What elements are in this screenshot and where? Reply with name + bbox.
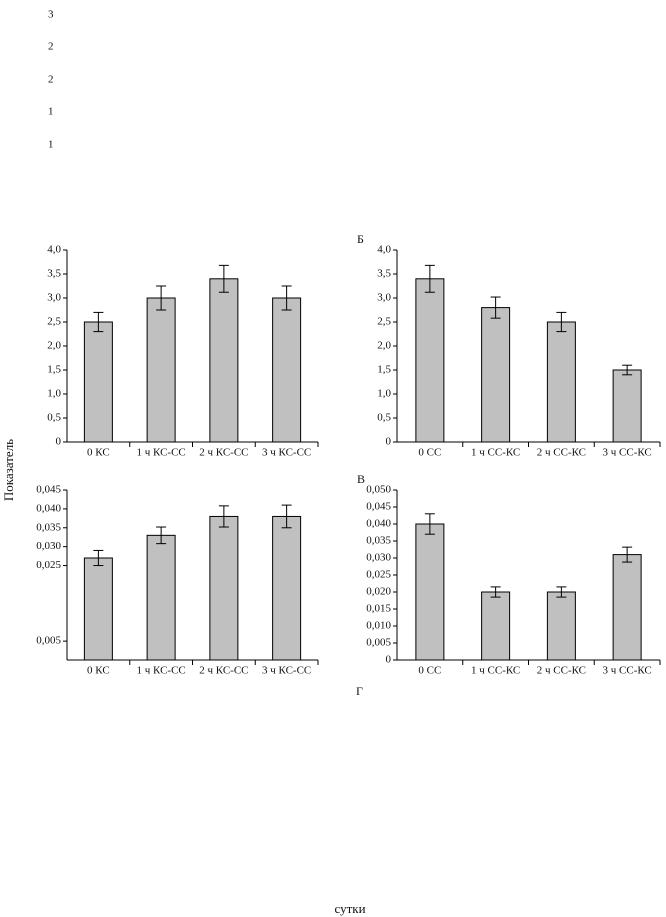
x-tick-label: 3 ч КС-СС — [262, 447, 311, 459]
y-tick-label: 2,0 — [47, 340, 61, 352]
y-tick-label: 0,045 — [366, 501, 391, 513]
bar — [481, 307, 511, 443]
bar — [146, 297, 176, 443]
y-tick-label: 3,5 — [377, 268, 391, 280]
y-tick-label: 0,025 — [366, 569, 391, 581]
x-tick-label: 0 СС — [418, 665, 441, 677]
panel-label: В — [357, 472, 365, 486]
y-tick-label: 4,0 — [377, 244, 391, 256]
bar — [415, 523, 445, 661]
x-tick-label: 2 ч СС-КС — [537, 665, 586, 677]
y-tick-label: 0,010 — [366, 620, 391, 632]
y-axis-label: Показатель — [1, 439, 16, 501]
y-tick-label: 0 — [386, 436, 392, 448]
bar — [546, 591, 576, 661]
x-tick-label: 3 ч СС-КС — [602, 665, 651, 677]
y-tick-label: 1,5 — [47, 364, 61, 376]
x-tick-label: 1 ч КС-СС — [136, 447, 185, 459]
x-tick-label: 3 ч КС-СС — [262, 665, 311, 677]
fragment-label: 1 — [48, 139, 54, 151]
y-tick-label: 2,5 — [377, 316, 391, 328]
y-tick-label: 0,050 — [366, 484, 391, 496]
x-tick-label: 2 ч КС-СС — [199, 447, 248, 459]
x-tick-label: 0 КС — [87, 665, 110, 677]
y-tick-label: 0,015 — [366, 603, 391, 615]
fragment-label: 3 — [48, 9, 54, 21]
bar — [546, 321, 576, 443]
y-tick-label: 0,5 — [47, 412, 61, 424]
panel-label: Г — [356, 684, 363, 698]
y-tick-label: 0,030 — [36, 540, 61, 552]
bar — [209, 278, 239, 443]
bar — [83, 557, 113, 661]
y-tick-label: 4,0 — [47, 244, 61, 256]
y-tick-label: 0,035 — [36, 521, 61, 533]
y-tick-label: 3,0 — [377, 292, 391, 304]
bar — [146, 534, 176, 661]
bar — [272, 515, 302, 661]
bar — [612, 554, 642, 661]
y-tick-label: 2,5 — [47, 316, 61, 328]
y-tick-label: 0,035 — [366, 535, 391, 547]
y-tick-label: 0,040 — [366, 518, 391, 530]
x-axis-label: сутки — [334, 901, 365, 916]
x-tick-label: 0 СС — [418, 447, 441, 459]
fragment-label: 2 — [48, 74, 54, 86]
y-tick-label: 0,005 — [366, 637, 391, 649]
y-tick-label: 0,020 — [366, 586, 391, 598]
bar — [481, 591, 511, 661]
x-tick-label: 1 ч СС-КС — [471, 447, 520, 459]
bar — [415, 278, 445, 443]
x-tick-label: 3 ч СС-КС — [602, 447, 651, 459]
y-tick-label: 0,005 — [36, 635, 61, 647]
x-tick-label: 0 КС — [87, 447, 110, 459]
y-tick-label: 0 — [386, 654, 392, 666]
x-tick-label: 1 ч КС-СС — [136, 665, 185, 677]
x-tick-label: 2 ч СС-КС — [537, 447, 586, 459]
bar — [209, 515, 239, 661]
fragment-label: 1 — [48, 106, 54, 118]
y-tick-label: 1,5 — [377, 364, 391, 376]
y-tick-label: 0,030 — [366, 552, 391, 564]
y-tick-label: 0,5 — [377, 412, 391, 424]
y-tick-label: 0,025 — [36, 559, 61, 571]
bar — [83, 321, 113, 443]
y-tick-label: 1,0 — [377, 388, 391, 400]
y-tick-label: 0,045 — [36, 484, 61, 496]
x-tick-label: 2 ч КС-СС — [199, 665, 248, 677]
y-tick-label: 1,0 — [47, 388, 61, 400]
y-tick-label: 2,0 — [377, 340, 391, 352]
bar — [272, 297, 302, 443]
y-tick-label: 0 — [56, 436, 62, 448]
y-tick-label: 3,5 — [47, 268, 61, 280]
y-tick-label: 0,040 — [36, 502, 61, 514]
fragment-label: 2 — [48, 41, 54, 53]
panel-label: Б — [357, 232, 364, 246]
bar — [612, 369, 642, 443]
y-tick-label: 3,0 — [47, 292, 61, 304]
x-tick-label: 1 ч СС-КС — [471, 665, 520, 677]
